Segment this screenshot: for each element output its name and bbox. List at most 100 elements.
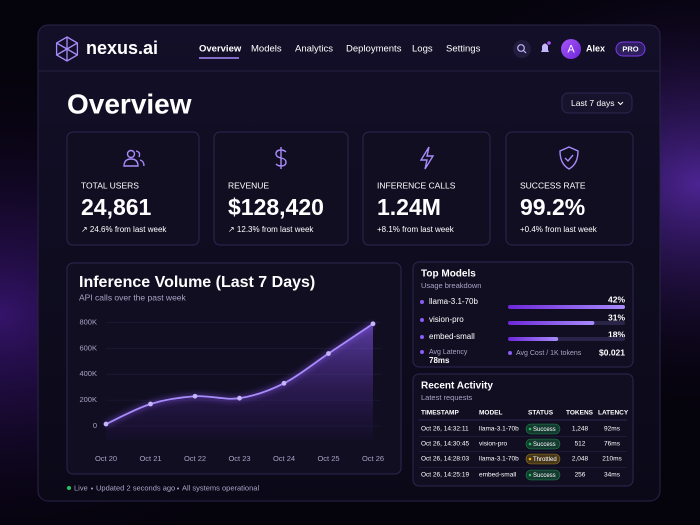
y-tick-label: 600K	[79, 343, 97, 352]
status-dot	[528, 457, 532, 461]
column-header: TIMESTAMP	[421, 410, 459, 417]
cell-latency: 92ms	[604, 426, 621, 433]
kpi-change: +0.4% from last week	[520, 225, 598, 234]
stat-value: 78ms	[429, 356, 450, 365]
nav-link[interactable]: Deployments	[346, 44, 402, 55]
data-point	[326, 351, 331, 356]
data-point	[103, 421, 109, 427]
data-point	[237, 395, 242, 401]
cell-latency: 76ms	[604, 441, 621, 448]
y-tick-label: 400K	[79, 369, 97, 378]
stat-label: Avg Latency	[429, 349, 468, 356]
nav-link[interactable]: Models	[251, 44, 282, 55]
bolt-icon	[419, 146, 435, 170]
x-tick-label: Oct 22	[184, 454, 206, 463]
status-pill	[525, 453, 561, 465]
nav-link[interactable]: Analytics	[295, 44, 333, 55]
logo-icon	[55, 36, 79, 62]
data-point	[148, 401, 153, 407]
x-tick-label: Oct 20	[95, 454, 117, 463]
model-name: llama-3.1-70b	[429, 297, 478, 306]
cell-timestamp: Oct 26, 14:32:11	[421, 426, 469, 433]
model-usage-bars: llama-3.1-70b 42% vision-pro 31% embed-small…	[420, 294, 625, 341]
cell-tokens: 512	[575, 441, 586, 448]
stat-dot	[420, 350, 424, 354]
status-pill	[525, 423, 561, 435]
user-name[interactable]: Alex	[586, 43, 605, 53]
cell-latency: 34ms	[604, 472, 621, 479]
bar	[508, 321, 595, 325]
activity-card	[412, 373, 634, 487]
cell-status: Success	[533, 427, 556, 433]
range-dropdown[interactable]	[561, 92, 633, 114]
search-icon	[517, 44, 527, 54]
bolt-shape	[419, 146, 435, 170]
brand[interactable]: nexus.ai	[86, 38, 158, 58]
cell-status: Throttled	[533, 457, 557, 463]
dollar-icon	[275, 147, 287, 169]
nav-link[interactable]: Logs	[412, 44, 433, 55]
separator	[91, 487, 93, 490]
kpi-label: SUCCESS RATE	[520, 180, 586, 190]
value-label: 31%	[608, 312, 625, 322]
shield-shape	[559, 146, 579, 170]
top-models-title: Top Models	[421, 269, 476, 280]
avatar[interactable]	[561, 39, 581, 59]
cell-model: llama-3.1-70b	[479, 456, 519, 463]
live-dot	[67, 486, 71, 490]
column-header: LATENCY	[598, 410, 629, 417]
users-icon	[123, 149, 145, 167]
x-tick-label: Oct 24	[273, 454, 295, 463]
data-point	[281, 380, 287, 386]
search-lens	[517, 44, 525, 52]
shield-check	[564, 154, 574, 163]
plan-badge	[615, 41, 646, 57]
column-header: TOKENS	[566, 410, 594, 417]
kpi-label: TOTAL USERS	[81, 180, 139, 190]
cell-model: llama-3.1-70b	[479, 426, 519, 433]
cell-status: Success	[533, 442, 556, 448]
cell-tokens: 256	[575, 472, 586, 479]
status-dot	[528, 427, 532, 431]
model-dot	[420, 318, 424, 322]
stat-label: Avg Cost / 1K tokens	[516, 350, 582, 357]
user-body	[123, 158, 139, 167]
nav-link[interactable]: Overview	[199, 44, 242, 55]
activity-title: Recent Activity	[421, 381, 493, 392]
nav-link[interactable]: Settings	[446, 44, 481, 55]
column-header: STATUS	[528, 410, 554, 417]
shield-icon	[559, 146, 579, 170]
data-point	[370, 321, 376, 327]
cell-tokens: 2,048	[572, 456, 589, 463]
cell-tokens: 1,248	[572, 426, 589, 433]
separator	[177, 487, 179, 490]
kpi-card	[362, 131, 491, 246]
notification-bell[interactable]	[541, 43, 549, 53]
model-name: vision-pro	[429, 315, 464, 324]
kpi-label: INFERENCE CALLS	[377, 180, 456, 190]
dropdown-chevron	[617, 101, 624, 106]
cell-model: embed-small	[479, 472, 517, 479]
status-dot	[528, 442, 532, 446]
y-tick-label: 200K	[79, 395, 97, 404]
status-systems: All systems operational	[182, 483, 259, 492]
kpi-card	[505, 131, 634, 246]
nav-links: Overview Models Analytics Deployments Logs Se…	[199, 44, 481, 55]
kpi-card	[213, 131, 349, 246]
model-name: embed-small	[429, 332, 475, 341]
top-models-subtitle: Usage breakdown	[421, 281, 481, 290]
activity-subtitle: Latest requests	[421, 393, 473, 402]
logo-lines	[56, 37, 78, 61]
kpi-change: ↗ 24.6% from last week	[81, 225, 167, 234]
status-updated: Updated 2 seconds ago	[96, 483, 175, 492]
value-label: 18%	[608, 329, 625, 339]
dollar-glyph	[275, 147, 287, 169]
notification-dot	[547, 41, 551, 45]
model-dot	[420, 335, 424, 339]
search-button[interactable]	[513, 40, 531, 58]
x-tick-label: Oct 21	[139, 454, 161, 463]
kpi-value: $128,420	[228, 194, 324, 220]
plan-badge-text: PRO	[622, 44, 638, 53]
